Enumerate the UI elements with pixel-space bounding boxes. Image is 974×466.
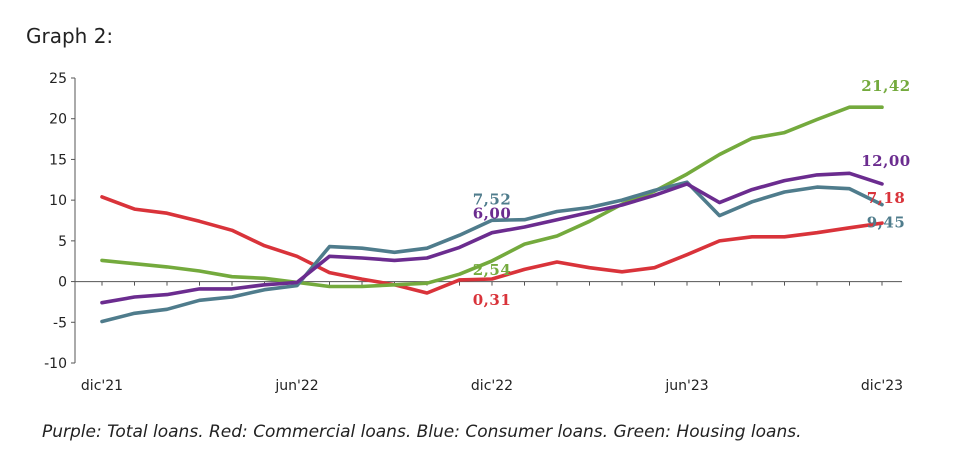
chart-axes: -10 -5 0 5 10 15 20 25 dic'21 jun'22 dic'22 jun'23 d… [44, 71, 903, 394]
line-chart: -10 -5 0 5 10 15 20 25 dic'21 jun'22 dic'22 jun'23 d… [44, 71, 911, 394]
chart-caption: Purple: Total loans. Red: Commercial loa… [42, 422, 802, 442]
y-tick-label: 0 [58, 275, 67, 291]
series-line [100, 180, 884, 324]
data-label: 7,52 [473, 190, 512, 208]
data-label: 2,54 [473, 261, 512, 279]
data-label: 6,00 [473, 205, 512, 223]
data-label: 12,00 [861, 152, 910, 170]
y-tick-label: 10 [49, 193, 67, 209]
data-label: 21,42 [861, 77, 910, 95]
x-tick-label: dic'23 [861, 378, 903, 394]
x-tick-label: dic'21 [81, 378, 123, 394]
chart-data-labels: 6,00 12,00 0,31 7,18 7,52 9,45 2,54 21,42 [473, 77, 911, 309]
y-tick-label: 15 [49, 152, 67, 168]
page-title: Graph 2: [26, 24, 114, 48]
y-tick-label: -10 [44, 356, 67, 372]
y-tick-label: 20 [49, 112, 67, 128]
chart-lines [100, 105, 884, 324]
series-line [100, 105, 884, 289]
x-tick-label: jun'22 [274, 378, 318, 394]
y-tick-label: 5 [58, 234, 67, 250]
data-label: 7,18 [867, 189, 906, 207]
series-line [100, 195, 884, 295]
y-tick-label: 25 [49, 71, 67, 87]
y-tick-label: -5 [53, 315, 67, 331]
data-label: 9,45 [867, 214, 906, 232]
series-line [100, 171, 884, 305]
data-label: 0,31 [473, 291, 512, 309]
x-tick-label: jun'23 [664, 378, 708, 394]
x-tick-label: dic'22 [471, 378, 513, 394]
